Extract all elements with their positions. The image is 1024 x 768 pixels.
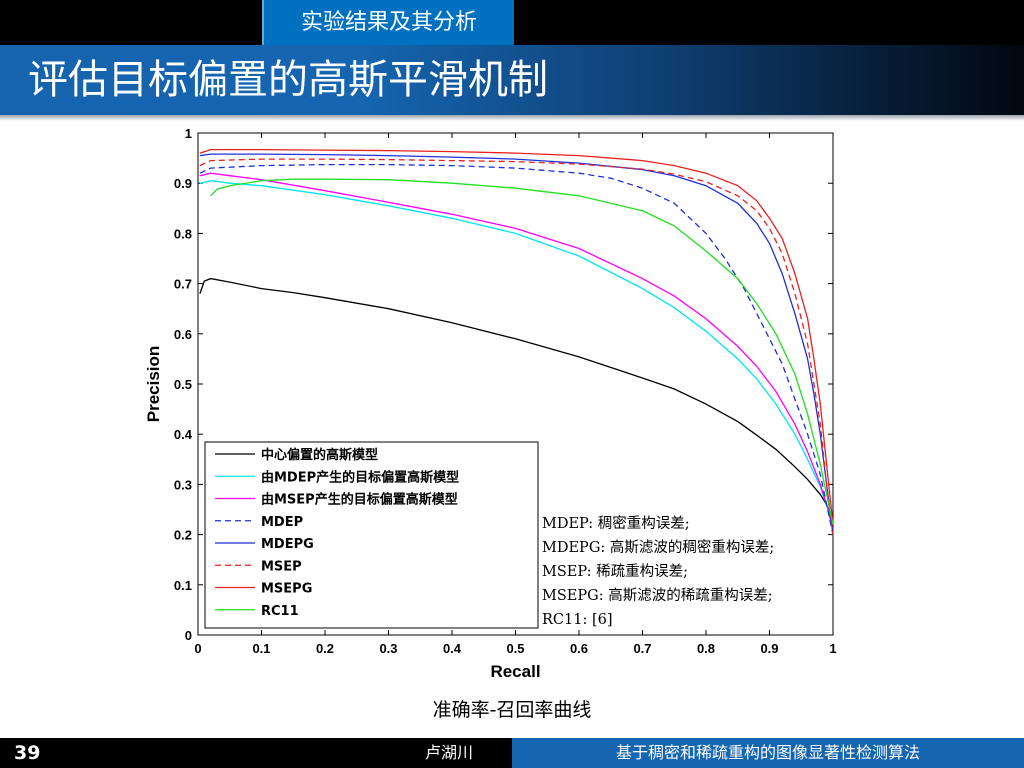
series-line xyxy=(210,178,834,525)
y-tick-label: 0.5 xyxy=(174,377,192,392)
x-tick-label: 0.5 xyxy=(506,641,524,656)
legend-frame xyxy=(204,441,539,629)
x-tick-label: 0.2 xyxy=(316,641,334,656)
note-line: MDEPG: 高斯滤波的稠密重构误差; xyxy=(542,539,774,556)
legend-label: 中心偏置的高斯模型 xyxy=(261,447,378,463)
y-tick-label: 0 xyxy=(185,628,192,643)
x-tick-label: 0 xyxy=(194,641,201,656)
chart-caption: 准确率-召回率曲线 xyxy=(432,699,592,721)
series-line xyxy=(199,163,834,535)
y-tick-label: 0.1 xyxy=(174,578,192,593)
legend-label: 由MDEP产生的目标偏置高斯模型 xyxy=(261,469,459,485)
series-line xyxy=(199,277,834,520)
note-line: MDEP: 稠密重构误差; xyxy=(542,515,690,532)
x-tick-label: 0.8 xyxy=(697,641,715,656)
title-bar: 评估目标偏置的高斯平滑机制 xyxy=(0,45,1024,115)
y-tick-label: 0.4 xyxy=(174,427,193,442)
x-tick-label: 0.6 xyxy=(570,641,588,656)
y-tick-label: 0.7 xyxy=(174,277,192,292)
legend-label: MSEP xyxy=(261,559,302,574)
section-title: 实验结果及其分析 xyxy=(262,0,514,45)
legend-label: MSEPG xyxy=(261,582,312,597)
title-divider xyxy=(0,115,1024,121)
series-line xyxy=(199,153,834,535)
y-tick-label: 0.8 xyxy=(174,226,192,241)
y-tick-label: 0.6 xyxy=(174,327,192,342)
page-title: 评估目标偏置的高斯平滑机制 xyxy=(28,57,548,103)
series-line xyxy=(199,172,834,530)
legend-label: 由MSEP产生的目标偏置高斯模型 xyxy=(261,492,458,508)
precision-recall-chart: 0 0.1 0.2 0.3 0.4 0.5 0.6 0.7 0.8 0.9 1 0 0.1 0.2 0.3 0… xyxy=(144,126,837,681)
page-number: 39 xyxy=(14,742,41,764)
footer-title: 基于稠密和稀疏重构的图像显著性检测算法 xyxy=(512,738,1024,768)
note-line: RC11: [6] xyxy=(542,612,613,628)
x-tick-label: 0.9 xyxy=(760,641,778,656)
abbreviation-notes: MDEP: 稠密重构误差; MDEPG: 高斯滤波的稠密重构误差; MSEP: … xyxy=(542,515,774,628)
x-tick-label: 0.1 xyxy=(252,641,270,656)
y-tick-label: 0.2 xyxy=(174,528,192,543)
legend-label: MDEPG xyxy=(261,537,314,552)
x-axis-label: Recall xyxy=(490,662,540,681)
top-bar: 实验结果及其分析 xyxy=(0,0,1024,45)
y-tick-label: 0.3 xyxy=(174,477,192,492)
footer-bar: 39 卢湖川 基于稠密和稀疏重构的图像显著性检测算法 xyxy=(0,738,1024,768)
legend-label: RC11 xyxy=(261,604,299,619)
x-tick-label: 0.7 xyxy=(633,641,651,656)
author-name: 卢湖川 xyxy=(425,743,474,762)
note-line: MSEP: 稀疏重构误差; xyxy=(542,563,688,580)
note-line: MSEPG: 高斯滤波的稀疏重构误差; xyxy=(542,587,773,604)
y-axis-label: Precision xyxy=(144,346,163,423)
series-line xyxy=(199,148,834,525)
x-tick-label: 0.4 xyxy=(443,641,462,656)
x-tick-label: 1 xyxy=(829,641,836,656)
y-tick-label: 0.9 xyxy=(174,176,192,191)
legend-label: MDEP xyxy=(261,515,303,530)
x-tick-label: 0.3 xyxy=(379,641,397,656)
y-tick-label: 1 xyxy=(185,126,192,141)
chart-legend: 中心偏置的高斯模型由MDEP产生的目标偏置高斯模型由MSEP产生的目标偏置高斯模… xyxy=(204,441,539,629)
series-line xyxy=(199,180,834,525)
